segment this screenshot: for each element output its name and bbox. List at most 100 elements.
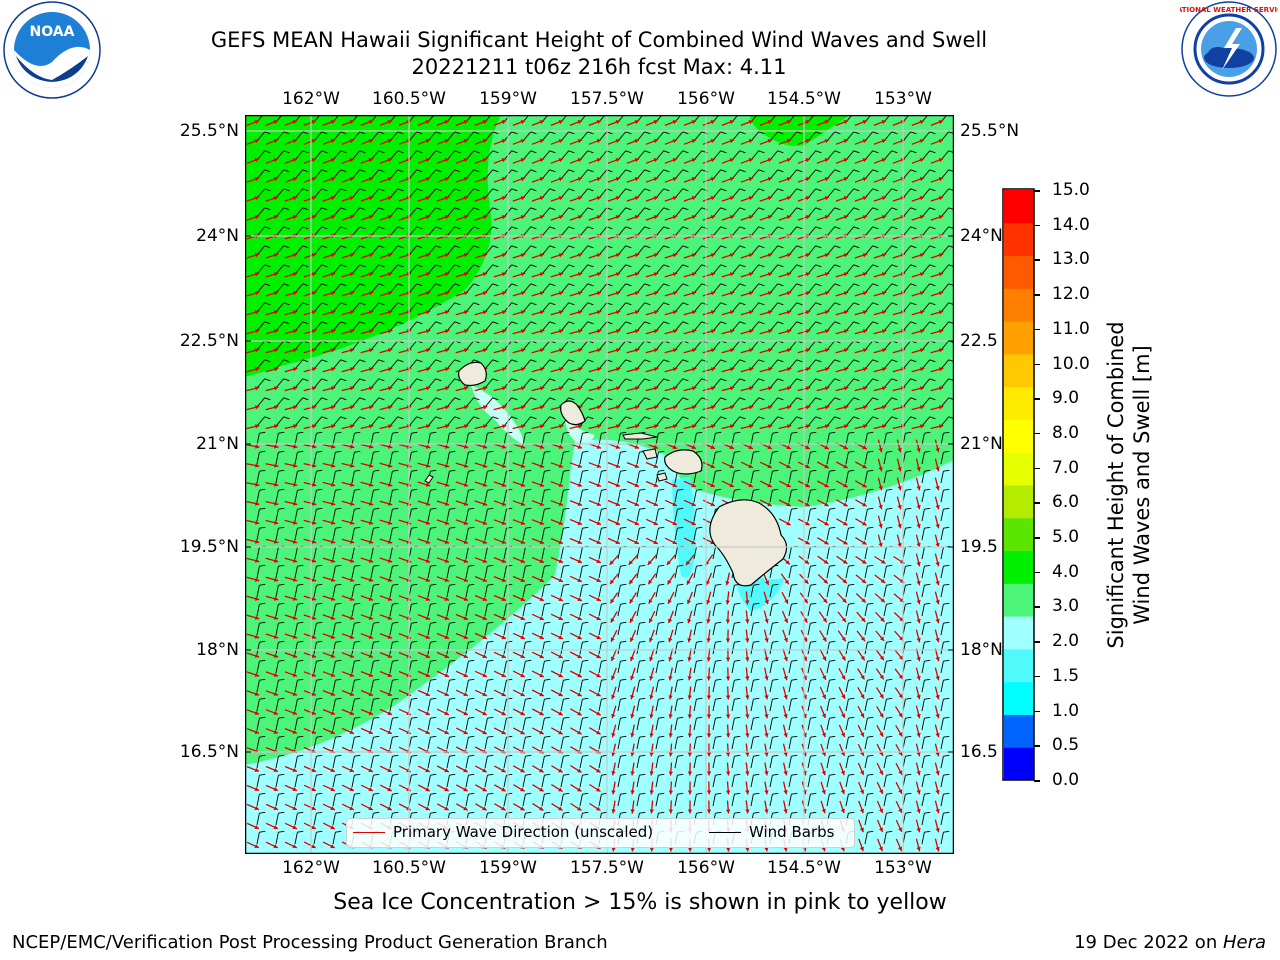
wind-barb-staff [788,245,798,256]
wind-barb-flag [644,188,651,192]
wind-barb-flag [886,735,893,738]
wind-barb-flag [411,678,418,681]
wind-barb-flag [544,469,551,472]
wind-barb-staff [655,359,665,370]
wind-barb-flag [373,526,380,529]
wind-barb-flag [511,150,518,154]
wind-barb-staff [579,207,589,218]
wind-barb-staff [598,321,608,332]
wave-direction-arrowhead [748,120,754,125]
wave-direction-arrowhead [273,272,279,277]
wave-direction-arrowhead [881,215,887,220]
wave-direction-arrowhead [843,139,849,144]
wind-barb-staff [712,756,716,769]
wind-barb-flag [378,397,385,401]
wind-barb-staff [731,416,741,427]
wind-barb-flag [392,678,399,681]
wind-barb-flag [278,640,285,643]
wind-barb-flag [872,397,879,401]
wind-barb-flag [739,416,746,420]
wave-direction-arrowhead [691,139,697,144]
wave-direction-arrowhead [653,329,659,334]
wind-barb-flag [829,564,836,567]
wind-barb-flag [278,735,285,738]
wind-barb-staff [332,547,336,560]
wave-direction-arrowhead [615,310,621,315]
wind-barb-flag [492,397,499,401]
wind-barb-flag [834,359,841,363]
wave-direction-arrowhead [748,139,754,144]
wind-barb-staff [465,321,475,332]
wave-direction-arrowhead [596,367,602,372]
wind-barb-staff [389,378,399,389]
wind-barb-flag [430,792,437,795]
wind-barb-staff [541,321,551,332]
wave-direction-arrowhead [501,215,507,220]
wind-barb-flag [297,659,304,662]
wind-barb-flag [739,397,746,401]
wind-barb-flag [791,754,798,757]
wind-barb-flag [905,830,912,833]
wind-barb-staff [560,283,570,294]
wind-barb-flag [449,811,456,814]
wind-barb-staff [275,471,279,484]
wave-direction-arrowhead [254,348,260,353]
wind-barb-staff [598,547,602,560]
wind-barb-flag [473,397,480,401]
wind-barb-staff [940,321,950,332]
wind-barb-staff [655,528,659,541]
wind-barb-staff [370,490,374,503]
wave-direction-arrowhead [691,348,697,353]
wind-barb-staff [541,604,545,617]
wind-barb-flag [639,735,646,738]
wind-barb-staff [275,226,285,237]
wind-barb-flag [644,302,651,306]
wind-barb-flag [525,602,532,605]
wind-barb-flag [905,583,912,586]
wind-barb-flag [587,397,594,401]
wind-barb-staff [674,397,684,408]
wind-barb-flag [853,321,860,325]
wave-direction-arrowhead [634,215,640,220]
wind-barb-staff [560,547,564,560]
wind-barb-flag [468,526,475,529]
wind-barb-staff [560,585,564,598]
wave-direction-arrowhead [311,310,317,315]
wind-barb-flag [734,811,741,814]
wind-barb-staff [522,397,532,408]
wind-barb-staff [294,397,304,408]
wind-barb-flag [283,150,290,154]
wind-barb-staff [275,623,279,636]
wind-barb-staff [522,585,526,598]
wave-direction-arrowhead [577,386,583,391]
wind-barb-staff [503,547,507,560]
wind-barb-staff [351,623,355,636]
wind-barb-staff [617,283,627,294]
wind-barb-staff [294,340,304,351]
wind-barb-flag [720,359,727,363]
wind-barb-staff [617,680,621,693]
wave-direction-arrowhead [482,272,488,277]
wind-barb-flag [587,169,594,173]
wind-barb-flag [625,245,632,249]
wave-direction-arrowhead [501,291,507,296]
wind-barb-staff [807,585,811,598]
wave-direction-arrowhead [919,196,925,201]
wind-barb-staff [826,321,836,332]
noaa-logo: NOAA [2,0,102,100]
wind-barb-flag [872,283,879,287]
wind-barb-staff [446,566,450,579]
wind-barb-staff [674,283,684,294]
wind-barb-flag [910,378,917,382]
wind-barb-staff [370,623,374,636]
wind-barb-staff [826,452,830,465]
wind-barb-flag [720,302,727,306]
wave-direction-arrowhead [672,120,678,125]
wind-barb-flag [867,431,874,434]
wind-barb-flag [696,754,703,757]
wave-direction-arrowhead [729,348,735,353]
wind-barb-flag [392,659,399,662]
wind-barb-staff [598,264,608,275]
wind-barb-staff [332,416,342,427]
wave-direction-arrowhead [805,291,811,296]
